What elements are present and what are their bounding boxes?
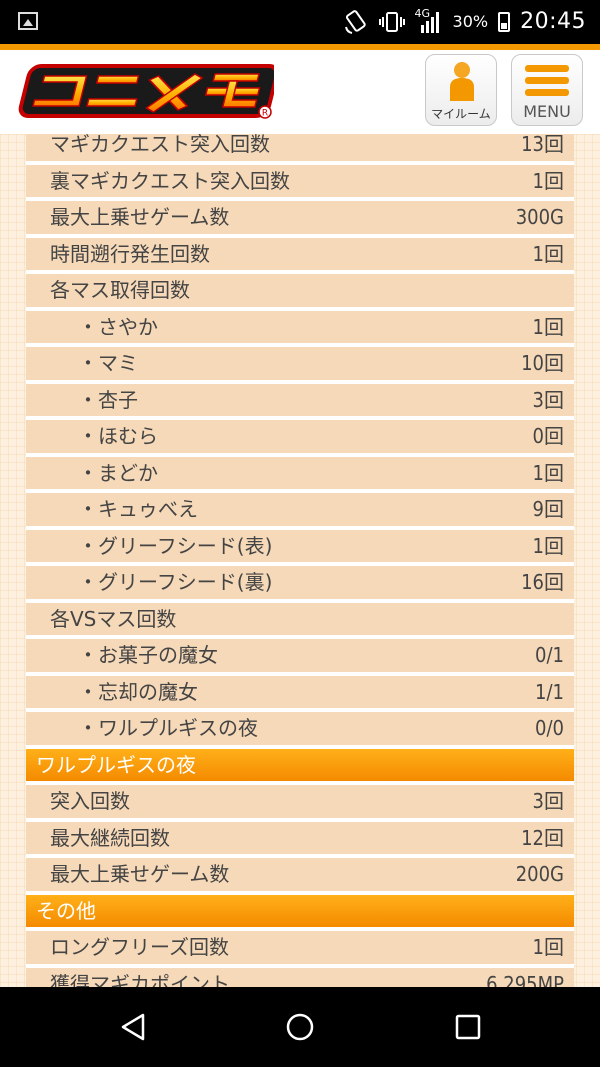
stat-row: 最大継続回数 12回 — [26, 821, 574, 854]
stat-row: ・さやか 1回 — [26, 310, 574, 343]
stat-label: 各マス取得回数 — [50, 278, 190, 302]
stat-row: ・ほむら 0回 — [26, 420, 574, 453]
stat-value: 1/1 — [535, 679, 564, 704]
stat-label: ・忘却の魔女 — [78, 679, 198, 704]
stat-value: 13回 — [521, 134, 564, 156]
status-icons: 4G 30% 20:45 — [343, 0, 586, 44]
stat-row: 時間遡行発生回数 1回 — [26, 237, 574, 270]
rotate-icon — [344, 10, 366, 34]
stat-value: 6,295MP — [486, 971, 564, 988]
battery-percent: 30% — [452, 12, 489, 31]
stat-label: ・ほむら — [78, 424, 158, 448]
stat-row: 最大上乗せゲーム数 300G — [26, 201, 574, 234]
stat-label: 各VSマス回数 — [50, 606, 177, 631]
stat-value: 1回 — [532, 935, 564, 959]
stat-value: 3回 — [532, 789, 564, 813]
stat-value: 1回 — [532, 168, 564, 193]
stat-row: 各マス取得回数 — [26, 274, 574, 307]
stat-value: 0/0 — [535, 716, 564, 740]
stat-row: ・まどか 1回 — [26, 456, 574, 489]
stat-label: ・マミ — [78, 351, 138, 375]
stat-row: ・グリーフシード(裏) 16回 — [26, 566, 574, 599]
back-icon[interactable] — [117, 1011, 149, 1043]
header-accent-rule — [0, 44, 600, 50]
navigation-bar — [0, 987, 600, 1067]
section-title: その他 — [36, 898, 96, 923]
network-type: 4G — [414, 7, 431, 20]
stat-label: ロングフリーズ回数 — [50, 935, 229, 959]
stat-value: 1回 — [532, 460, 564, 485]
stat-value: 10回 — [521, 351, 564, 375]
stat-row: ・マミ 10回 — [26, 347, 574, 380]
menu-button[interactable]: MENU — [511, 54, 583, 126]
stat-label: ・杏子 — [78, 387, 138, 412]
stat-row: ・キュゥべえ 9回 — [26, 493, 574, 526]
stat-label: 最大継続回数 — [50, 825, 170, 850]
gallery-icon — [18, 12, 38, 30]
stat-label: 時間遡行発生回数 — [50, 241, 210, 266]
stat-row: 裏マギカクエスト突入回数 1回 — [26, 164, 574, 197]
signal-icon: 4G — [414, 7, 443, 35]
stat-label: ・グリーフシード(裏) — [78, 570, 273, 594]
recent-apps-icon[interactable] — [452, 1011, 484, 1043]
stat-label: ・キュゥべえ — [78, 497, 198, 521]
stat-row: ・ワルプルギスの夜 0/0 — [26, 712, 574, 745]
menu-label: MENU — [523, 102, 571, 121]
stats-panel: マギカクエスト突入回数 13回 裏マギカクエスト突入回数 1回 最大上乗せゲーム数 300… — [26, 134, 574, 987]
stat-row: 獲得マギカポイント 6,295MP — [26, 967, 574, 988]
stat-value: 0/1 — [535, 643, 564, 667]
stat-label: ・ワルプルギスの夜 — [78, 716, 258, 740]
stat-label: ・お菓子の魔女 — [78, 643, 218, 667]
stat-label: ・まどか — [78, 460, 158, 485]
stat-row: 最大上乗せゲーム数 200G — [26, 858, 574, 891]
stat-label: 裏マギカクエスト突入回数 — [50, 168, 290, 193]
hamburger-icon — [525, 65, 569, 101]
stat-label: 突入回数 — [50, 789, 130, 813]
stat-label: ・グリーフシード(表) — [78, 533, 273, 558]
stat-row: ・忘却の魔女 1/1 — [26, 675, 574, 708]
home-icon[interactable] — [284, 1011, 316, 1043]
unimemo-logo[interactable]: R — [16, 62, 274, 120]
stat-label: 最大上乗せゲーム数 — [50, 862, 230, 886]
stat-label: 最大上乗せゲーム数 — [50, 205, 230, 229]
stat-row: ロングフリーズ回数 1回 — [26, 931, 574, 964]
clock: 20:45 — [520, 9, 586, 34]
stat-value: 0回 — [532, 424, 564, 448]
svg-text:R: R — [262, 109, 268, 119]
stat-value: 200G — [515, 862, 564, 886]
stat-value: 1回 — [532, 314, 564, 339]
section-header: その他 — [26, 894, 574, 927]
stat-label: マギカクエスト突入回数 — [50, 134, 270, 156]
stat-value: 12回 — [521, 825, 564, 850]
stat-value: 1回 — [532, 533, 564, 558]
vibrate-icon — [378, 12, 405, 32]
section-title: ワルプルギスの夜 — [36, 752, 196, 777]
myroom-button[interactable]: マイルーム — [425, 54, 497, 126]
stat-row: ・杏子 3回 — [26, 383, 574, 416]
stat-row: ・グリーフシード(表) 1回 — [26, 529, 574, 562]
stat-label: ・さやか — [78, 314, 158, 339]
stat-row: マギカクエスト突入回数 13回 — [26, 134, 574, 161]
stat-value: 3回 — [532, 387, 564, 412]
section-header: ワルプルギスの夜 — [26, 748, 574, 781]
app-header: R マイルーム MENU — [0, 50, 600, 134]
stat-value: 300G — [515, 205, 564, 229]
stat-value: 1回 — [532, 241, 564, 266]
content-area[interactable]: マギカクエスト突入回数 13回 裏マギカクエスト突入回数 1回 最大上乗せゲーム数 300… — [0, 134, 600, 987]
stat-value: 9回 — [532, 497, 564, 521]
stat-value: 16回 — [521, 570, 564, 594]
stat-row: ・お菓子の魔女 0/1 — [26, 639, 574, 672]
stat-row: 各VSマス回数 — [26, 602, 574, 635]
stat-label: 獲得マギカポイント — [50, 971, 230, 988]
myroom-label: マイルーム — [431, 107, 491, 121]
stat-row: 突入回数 3回 — [26, 785, 574, 818]
status-bar: 4G 30% 20:45 — [0, 0, 600, 44]
person-icon — [450, 62, 474, 101]
battery-icon — [498, 12, 511, 32]
